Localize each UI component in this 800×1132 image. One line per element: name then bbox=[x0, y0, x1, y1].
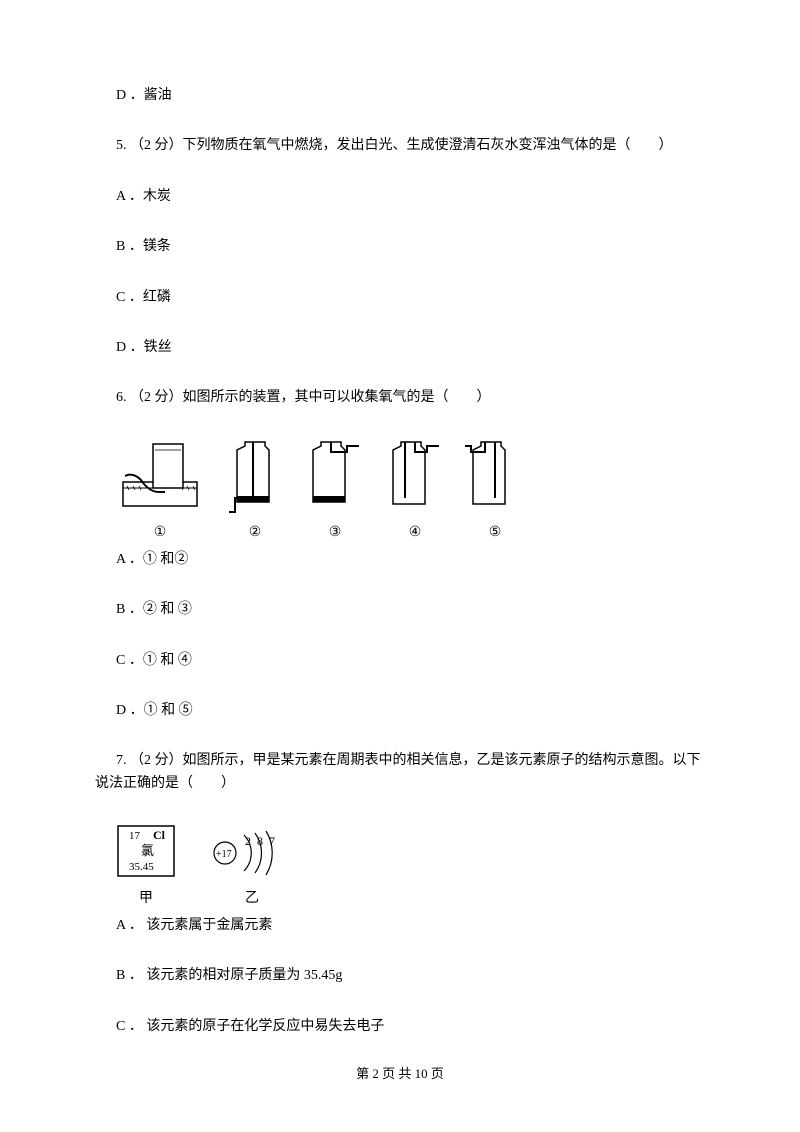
q4-option-d: D ．酱油 bbox=[95, 85, 705, 107]
q7-label-yi: 乙 bbox=[245, 887, 259, 907]
q7-label-jia: 甲 bbox=[139, 887, 153, 907]
q6-option-a: A ．① 和② bbox=[95, 549, 705, 571]
atom-structure-icon: +17 2 8 7 bbox=[207, 823, 297, 879]
q7-diagram: 17 Cl 氯 35.45 甲 +17 2 8 7 乙 bbox=[115, 823, 705, 907]
device-1-label: ① bbox=[154, 524, 167, 541]
shell-3: 7 bbox=[269, 834, 275, 848]
q7-option-a: A ． 该元素属于金属元素 bbox=[95, 915, 705, 937]
device-4-icon bbox=[385, 438, 445, 516]
q6-stem: 6. （2 分）如图所示的装置，其中可以收集氧气的是（ ） bbox=[95, 387, 705, 409]
q5-option-b: B ．镁条 bbox=[95, 236, 705, 258]
device-3-icon bbox=[305, 438, 365, 516]
q7-stem: 7. （2 分）如图所示，甲是某元素在周期表中的相关信息，乙是该元素原子的结构示… bbox=[95, 750, 705, 795]
q6-option-d: D ．① 和 ⑤ bbox=[95, 700, 705, 722]
periodic-cell-icon: 17 Cl 氯 35.45 bbox=[115, 823, 177, 879]
shell-1: 2 bbox=[245, 834, 251, 848]
element-name: 氯 bbox=[141, 843, 154, 858]
atomic-mass: 35.45 bbox=[129, 861, 154, 873]
shell-2: 8 bbox=[257, 834, 263, 848]
nucleus-charge: +17 bbox=[216, 849, 232, 860]
q5-option-c: C ．红磷 bbox=[95, 287, 705, 309]
page-footer: 第 2 页 共 10 页 bbox=[0, 1063, 800, 1082]
device-4-label: ④ bbox=[409, 524, 422, 541]
device-5-label: ⑤ bbox=[489, 524, 502, 541]
device-1-icon bbox=[115, 438, 205, 516]
q7-option-c: C ． 该元素的原子在化学反应中易失去电子 bbox=[95, 1016, 705, 1038]
device-3-label: ③ bbox=[329, 524, 342, 541]
atomic-number: 17 bbox=[129, 830, 141, 842]
q6-option-b: B ．② 和 ③ bbox=[95, 599, 705, 621]
q7-option-b: B ． 该元素的相对原子质量为 35.45g bbox=[95, 965, 705, 987]
q5-stem: 5. （2 分）下列物质在氧气中燃烧，发出白光、生成使澄清石灰水变浑浊气体的是（… bbox=[95, 135, 705, 157]
q6-option-c: C ．① 和 ④ bbox=[95, 650, 705, 672]
q6-diagram: ① ② ③ ④ ⑤ bbox=[115, 438, 705, 541]
q5-option-a: A ．木炭 bbox=[95, 186, 705, 208]
element-symbol: Cl bbox=[153, 828, 166, 842]
device-2-icon bbox=[225, 438, 285, 516]
device-2-label: ② bbox=[249, 524, 262, 541]
q5-option-d: D ．铁丝 bbox=[95, 337, 705, 359]
device-5-icon bbox=[465, 438, 525, 516]
